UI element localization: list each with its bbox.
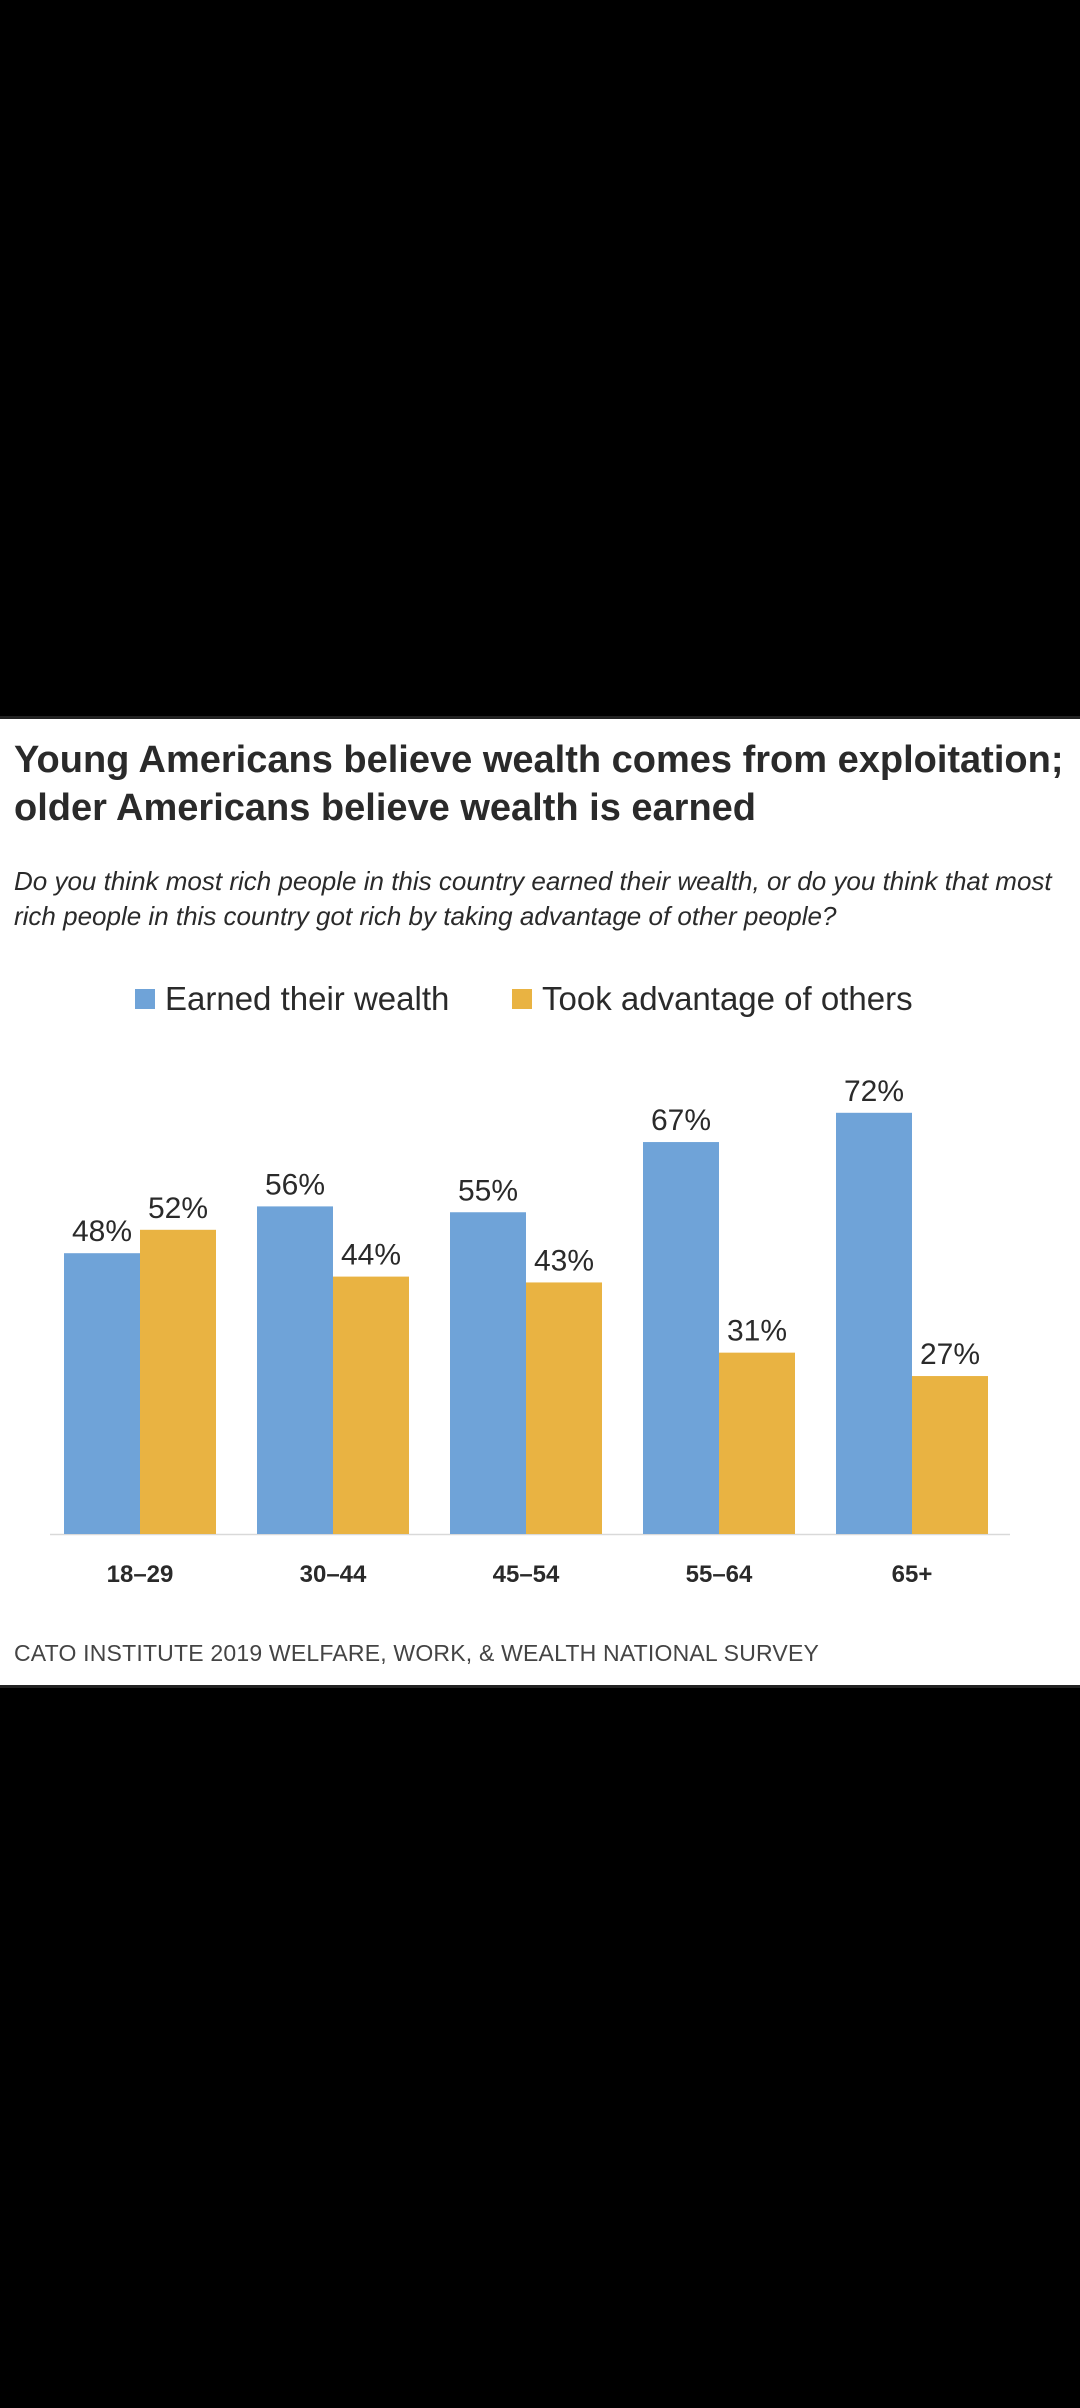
data-label-earned-4: 72% (844, 1075, 904, 1108)
data-label-took-advantage-4: 27% (920, 1338, 980, 1371)
data-label-earned-2: 55% (458, 1174, 518, 1207)
data-label-took-advantage-1: 44% (341, 1239, 401, 1272)
bar-chart: 48% 52% 18–29 56% 44% 30–44 55% 43% 45–54 67% 31% 5… (50, 1075, 1010, 1588)
source-note: CATO INSTITUTE 2019 WELFARE, WORK, & WEA… (14, 1640, 820, 1666)
x-tick-label-4: 65+ (892, 1561, 933, 1588)
bar-took-advantage-4 (912, 1376, 988, 1534)
bar-earned-3 (643, 1142, 719, 1534)
x-tick-label-3: 55–64 (686, 1561, 753, 1588)
bar-earned-2 (450, 1212, 526, 1534)
legend: Earned their wealth Took advantage of ot… (0, 980, 1080, 1020)
x-tick-label-1: 30–44 (300, 1561, 367, 1588)
x-tick-label-0: 18–29 (107, 1561, 174, 1588)
data-label-earned-1: 56% (265, 1168, 325, 1201)
legend-item-took-advantage: Took advantage of others (512, 980, 913, 1018)
chart-subtitle: Do you think most rich people in this co… (14, 866, 1052, 931)
bar-took-advantage-0 (140, 1229, 216, 1534)
data-label-took-advantage-3: 31% (727, 1315, 787, 1348)
data-label-earned-0: 48% (72, 1215, 132, 1248)
bar-earned-1 (257, 1206, 333, 1534)
bar-earned-4 (836, 1112, 912, 1534)
legend-label-took-advantage: Took advantage of others (542, 980, 913, 1017)
chart-card: Young Americans believe wealth comes fro… (0, 716, 1080, 1688)
data-label-took-advantage-0: 52% (148, 1192, 208, 1225)
data-label-earned-3: 67% (651, 1104, 711, 1137)
bar-took-advantage-1 (333, 1276, 409, 1534)
bar-took-advantage-3 (719, 1352, 795, 1534)
x-tick-label-2: 45–54 (493, 1561, 560, 1588)
chart-title: Young Americans believe wealth comes fro… (14, 739, 1064, 829)
bottom-rule (0, 1685, 1080, 1688)
legend-swatch-earned (135, 989, 155, 1009)
bar-took-advantage-2 (526, 1282, 602, 1534)
bar-earned-0 (64, 1253, 140, 1534)
data-label-took-advantage-2: 43% (534, 1244, 594, 1277)
legend-label-earned: Earned their wealth (165, 980, 450, 1017)
legend-swatch-took-advantage (512, 989, 532, 1009)
top-rule (0, 716, 1080, 719)
legend-item-earned: Earned their wealth (135, 980, 449, 1018)
